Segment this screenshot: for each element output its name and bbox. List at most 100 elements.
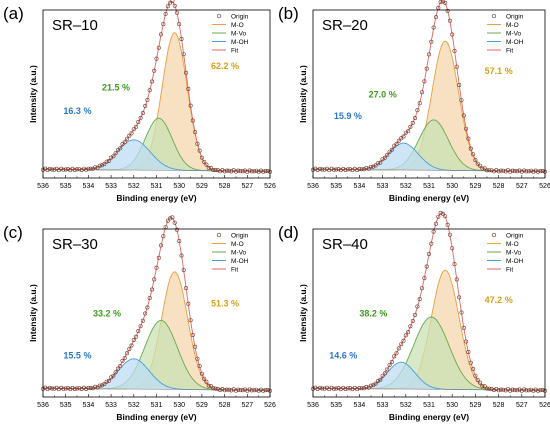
origin-point: [355, 168, 360, 173]
origin-point: [359, 167, 364, 172]
origin-point: [385, 152, 390, 157]
origin-point: [464, 126, 469, 131]
origin-point: [413, 116, 418, 121]
origin-point: [159, 32, 164, 37]
panel-title: SR–20: [322, 17, 368, 34]
origin-point: [505, 387, 510, 392]
origin-point: [202, 160, 207, 165]
origin-point: [501, 387, 506, 392]
origin-point: [79, 386, 84, 391]
origin-point: [484, 386, 489, 391]
origin-point: [394, 351, 399, 356]
origin-point: [489, 168, 494, 173]
origin-point: [154, 56, 159, 61]
origin-point: [186, 86, 191, 91]
x-tick-label: 527: [241, 402, 253, 409]
origin-point: [433, 15, 438, 20]
origin-point: [256, 169, 261, 174]
origin-point: [245, 388, 250, 393]
origin-point: [477, 380, 482, 385]
x-tick-label: 530: [173, 183, 185, 190]
origin-point: [515, 388, 520, 393]
legend-label: Fit: [231, 47, 238, 54]
origin-point: [206, 383, 211, 388]
area-m-vo-panel-2: [313, 119, 545, 172]
origin-point: [389, 359, 394, 364]
x-axis-title: Binding energy (eV): [389, 412, 469, 422]
y-axis-title: Intensity (a.u.): [298, 65, 308, 123]
origin-point: [211, 168, 216, 173]
origin-point: [45, 168, 50, 173]
origin-point: [147, 88, 152, 93]
origin-point: [220, 168, 225, 173]
origin-point: [172, 3, 177, 8]
origin-point: [440, 211, 445, 216]
origin-point: [450, 246, 455, 251]
origin-point: [106, 159, 111, 164]
origin-point: [213, 168, 218, 173]
legend-label: Origin: [506, 232, 524, 239]
origin-point: [125, 136, 130, 141]
legend-label: Origin: [231, 13, 249, 20]
origin-point: [415, 304, 420, 309]
origin-point: [468, 146, 473, 151]
x-tick-label: 536: [307, 402, 319, 409]
origin-point: [519, 388, 524, 393]
x-tick-label: 536: [307, 183, 319, 190]
x-tick-label: 532: [400, 402, 412, 409]
origin-point: [373, 163, 378, 168]
origin-point: [236, 387, 241, 392]
origin-point: [127, 133, 132, 138]
origin-point: [352, 385, 357, 390]
x-tick-label: 530: [173, 402, 185, 409]
y-axis-title: Intensity (a.u.): [28, 65, 38, 123]
origin-point: [331, 167, 336, 172]
origin-point: [79, 168, 84, 173]
origin-point: [517, 387, 522, 392]
legend-label: Fit: [506, 266, 513, 273]
origin-point: [184, 286, 189, 291]
x-tick-label: 536: [37, 183, 49, 190]
percent-label-m-vo: 27.0 %: [369, 89, 397, 99]
origin-point: [524, 169, 529, 174]
origin-point: [482, 384, 487, 389]
x-tick-label: 530: [446, 183, 458, 190]
origin-point: [134, 124, 139, 129]
origin-point: [475, 377, 480, 382]
legend-label: M-O: [231, 241, 244, 248]
origin-point: [522, 168, 527, 173]
origin-point: [471, 152, 476, 157]
origin-point: [324, 385, 329, 390]
origin-point: [508, 169, 513, 174]
origin-point: [394, 142, 399, 147]
origin-point: [447, 232, 452, 237]
origin-point: [406, 129, 411, 134]
origin-point: [152, 68, 157, 73]
origin-point: [343, 168, 348, 173]
origin-point: [526, 388, 531, 393]
origin-point: [170, 0, 175, 3]
legend-label: Origin: [231, 232, 249, 239]
origin-point: [424, 264, 429, 269]
origin-point: [243, 387, 248, 392]
origin-point: [209, 166, 214, 171]
origin-point: [317, 385, 322, 390]
origin-point: [526, 169, 531, 174]
origin-point: [468, 360, 473, 365]
origin-point: [229, 388, 234, 393]
origin-point: [113, 151, 118, 156]
percent-label-m-o: 47.2 %: [485, 295, 513, 305]
origin-point: [227, 387, 232, 392]
origin-point: [477, 163, 482, 168]
origin-point: [464, 339, 469, 344]
origin-point: [68, 168, 73, 173]
origin-point: [426, 52, 431, 57]
percent-label-m-oh: 16.3 %: [63, 106, 91, 116]
origin-point: [433, 221, 438, 226]
origin-point: [204, 379, 209, 384]
origin-point: [150, 287, 155, 292]
origin-point: [364, 384, 369, 389]
origin-point: [193, 344, 198, 349]
origin-point: [535, 388, 540, 393]
origin-point: [452, 262, 457, 267]
